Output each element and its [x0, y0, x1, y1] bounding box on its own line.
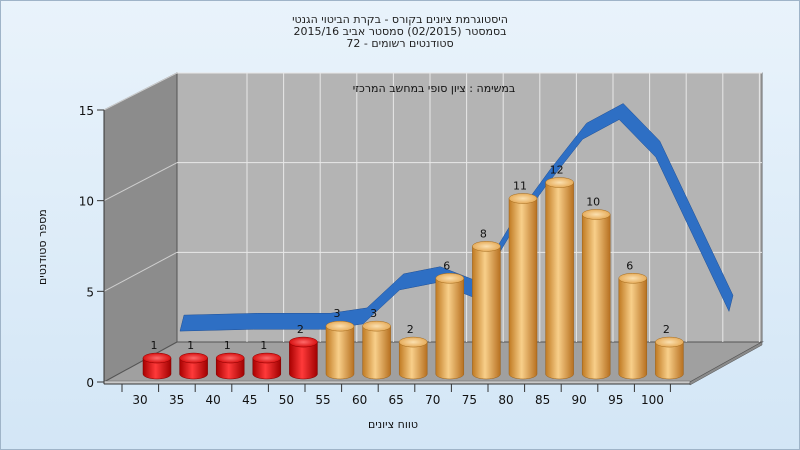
x-tick-label: 90: [572, 393, 587, 407]
bar-value-label: 2: [663, 323, 670, 336]
histogram-bar: [545, 177, 574, 380]
bar-value-label: 1: [224, 339, 231, 352]
histogram-bar: [252, 352, 282, 380]
histogram-bar: [325, 320, 355, 380]
x-tick-label: 60: [352, 393, 367, 407]
histogram-bar: [435, 273, 465, 380]
y-tick-label: 5: [86, 285, 94, 299]
bar-value-label: 2: [407, 323, 414, 336]
y-tick-label: 10: [79, 195, 94, 209]
histogram-bar: [618, 273, 648, 380]
gridline-side: [103, 162, 178, 202]
side-wall: [103, 72, 178, 383]
histogram-bar: [472, 241, 501, 380]
histogram-bar: [508, 193, 538, 380]
x-axis-title: טווח ציונים: [368, 418, 418, 431]
y-tick-label: 15: [79, 104, 94, 118]
back-wall: [176, 72, 763, 343]
chart-title-line-3: סטודנטים רשומים - 72: [346, 37, 454, 50]
x-tick-label: 45: [242, 393, 257, 407]
histogram-bar: [215, 352, 245, 380]
x-tick-label: 55: [315, 393, 330, 407]
x-tick-label: 95: [608, 393, 623, 407]
bar-value-label: 2: [297, 323, 304, 336]
x-tick-label: 100: [641, 393, 664, 407]
chart-subtitle: במשימה : ציון סופי במחשב המרכזי: [353, 82, 516, 95]
bar-value-label: 3: [334, 307, 341, 320]
x-tick-label: 40: [206, 393, 221, 407]
bar-value-label: 12: [550, 164, 564, 177]
bar-value-label: 3: [370, 307, 377, 320]
bar-value-label: 8: [480, 227, 487, 240]
bar-value-label: 6: [626, 259, 633, 272]
histogram-bar: [289, 336, 318, 380]
bar-value-label: 1: [260, 339, 267, 352]
histogram-bar: [655, 336, 684, 380]
gridline-side: [103, 251, 178, 292]
histogram-bar: [362, 320, 391, 380]
bar-value-label: 11: [513, 179, 527, 192]
x-tick-label: 35: [169, 393, 184, 407]
x-tick-label: 80: [498, 393, 513, 407]
x-tick-label: 70: [425, 393, 440, 407]
x-tick-label: 75: [462, 393, 477, 407]
y-tick-label: 0: [86, 376, 94, 390]
histogram-bar: [142, 352, 172, 380]
gridline-side: [103, 72, 178, 111]
x-tick-label: 85: [535, 393, 550, 407]
y-axis-title: מספר סטודנטים: [36, 209, 49, 285]
chart-title-line-1: היסטוגרמת ציונים בקורס - בקרת הביטוי הגנ…: [292, 13, 508, 26]
histogram-bar: [398, 336, 428, 380]
bar-value-label: 1: [187, 339, 194, 352]
bar-value-label: 6: [443, 259, 450, 272]
histogram-bar: [179, 352, 208, 380]
bar-value-label: 1: [151, 339, 158, 352]
x-tick-label: 30: [132, 393, 147, 407]
bar-value-label: 10: [586, 195, 600, 208]
histogram-bar: [581, 209, 611, 380]
chart-title-line-2: בסמסטר (02/2015) סמסטר אביב 2015/16: [293, 25, 507, 38]
x-tick-label: 65: [389, 393, 404, 407]
x-tick-label: 50: [279, 393, 294, 407]
